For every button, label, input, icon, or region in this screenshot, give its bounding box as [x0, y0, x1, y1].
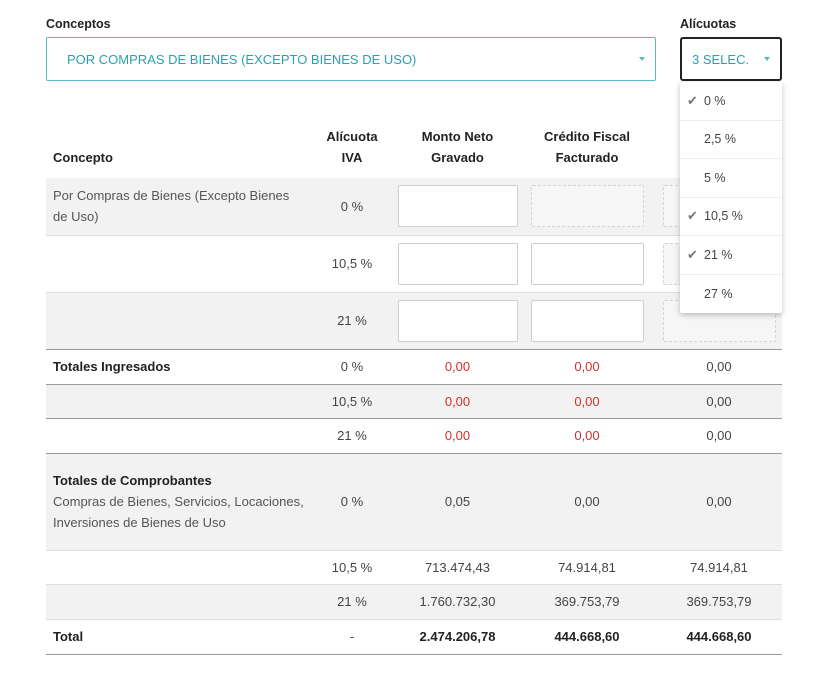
alicuotas-select[interactable]: 3 SELEC.	[680, 37, 782, 81]
table-row: 10,5 % 0,00 0,00 0,00	[46, 383, 782, 418]
total-alicuota: -	[307, 619, 397, 655]
row-col4: 74.914,81	[656, 550, 782, 585]
row-col4: 0,00	[656, 452, 782, 551]
row-concepto	[46, 235, 307, 293]
credito-input[interactable]	[530, 242, 644, 285]
total-row: Total - 2.474.206,78 444.668,60 444.668,…	[46, 619, 782, 655]
row-credito: 0,00	[518, 383, 656, 418]
row-alicuota: 21 %	[307, 417, 397, 453]
alicuota-option-5[interactable]: 5 %	[680, 159, 782, 198]
row-alicuota: 10,5 %	[307, 235, 397, 293]
check-icon: ✔	[687, 92, 698, 108]
check-icon: ✔	[687, 246, 698, 262]
row-alicuota: 0 %	[307, 348, 397, 384]
alicuotas-label: Alícuotas	[680, 17, 737, 31]
header-alicuota: Alícuota IVA	[326, 129, 378, 165]
alicuota-option-27[interactable]: 27 %	[704, 286, 733, 301]
alicuota-option-21[interactable]: ✔ 21 %	[680, 236, 782, 275]
header-credito: Crédito Fiscal Facturado	[544, 129, 630, 165]
totales-comprobantes-label: Totales de Comprobantes	[53, 473, 212, 488]
row-col4: 0,00	[656, 348, 782, 384]
totales-comprobantes-cell: Totales de Comprobantes Compras de Biene…	[46, 452, 307, 551]
alicuotas-selected-value: 3 SELEC.	[692, 51, 750, 67]
row-alicuota: 10,5 %	[307, 383, 397, 418]
row-monto: 0,00	[397, 348, 518, 384]
chevron-down-icon	[764, 57, 770, 61]
row-credito: 0,00	[518, 348, 656, 384]
monto-input[interactable]	[397, 299, 518, 342]
alicuotas-dropdown: ✔ 0 % 2,5 % 5 % ✔ 10,5 % ✔ 21 % 27 %	[680, 82, 782, 313]
monto-input[interactable]	[397, 242, 518, 285]
total-monto: 2.474.206,78	[397, 619, 518, 655]
conceptos-label: Conceptos	[46, 17, 111, 31]
table-row: 10,5 % 713.474,43 74.914,81 74.914,81	[46, 550, 782, 585]
credito-input[interactable]	[530, 299, 644, 342]
row-concepto	[46, 292, 307, 349]
row-credito: 369.753,79	[518, 584, 656, 620]
row-alicuota: 21 %	[307, 292, 397, 349]
row-monto: 0,05	[397, 452, 518, 551]
alicuota-option-10-5[interactable]: ✔ 10,5 %	[680, 198, 782, 236]
row-credito: 74.914,81	[518, 550, 656, 585]
table-row: 21 % 0,00 0,00 0,00	[46, 417, 782, 453]
header-monto: Monto Neto Gravado	[421, 129, 494, 165]
row-alicuota: 0 %	[307, 178, 397, 236]
row-col4: 0,00	[656, 383, 782, 418]
row-monto: 0,00	[397, 417, 518, 453]
alicuota-option-0[interactable]: ✔ 0 %	[680, 82, 782, 121]
row-monto: 1.760.732,30	[397, 584, 518, 620]
monto-input[interactable]	[397, 185, 518, 228]
row-alicuota: 21 %	[307, 584, 397, 620]
table-row: Por Compras de Bienes (Excepto Bienes de…	[46, 178, 782, 236]
alicuota-option-2-5[interactable]: 2,5 %	[680, 121, 782, 159]
conceptos-selected-value: POR COMPRAS DE BIENES (EXCEPTO BIENES DE…	[67, 51, 417, 67]
iva-table: Concepto Alícuota IVA Monto Neto Gravado C…	[46, 118, 782, 655]
row-credito: 0,00	[518, 417, 656, 453]
table-row: 21 %	[46, 292, 782, 349]
table-row: Totales Ingresados 0 % 0,00 0,00 0,00	[46, 348, 782, 384]
table-row: Totales de Comprobantes Compras de Biene…	[46, 452, 782, 551]
chevron-down-icon	[639, 57, 645, 61]
total-label: Total	[46, 619, 307, 655]
row-monto: 0,00	[397, 383, 518, 418]
total-credito: 444.668,60	[518, 619, 656, 655]
row-alicuota: 10,5 %	[307, 550, 397, 585]
totales-comprobantes-sublabel: Compras de Bienes, Servicios, Locaciones…	[53, 494, 304, 530]
header-concepto: Concepto	[53, 150, 113, 165]
table-row: 21 % 1.760.732,30 369.753,79 369.753,79	[46, 584, 782, 620]
row-alicuota: 0 %	[307, 452, 397, 551]
row-col4: 0,00	[656, 417, 782, 453]
credito-input-disabled	[530, 185, 644, 228]
row-col4: 369.753,79	[656, 584, 782, 620]
conceptos-select[interactable]: POR COMPRAS DE BIENES (EXCEPTO BIENES DE…	[46, 37, 656, 81]
table-row: 10,5 %	[46, 235, 782, 293]
row-concepto: Por Compras de Bienes (Excepto Bienes de…	[46, 178, 307, 236]
row-monto: 713.474,43	[397, 550, 518, 585]
check-icon: ✔	[687, 208, 698, 224]
total-col4: 444.668,60	[656, 619, 782, 655]
totales-ingresados-label: Totales Ingresados	[46, 348, 307, 384]
row-credito: 0,00	[518, 452, 656, 551]
